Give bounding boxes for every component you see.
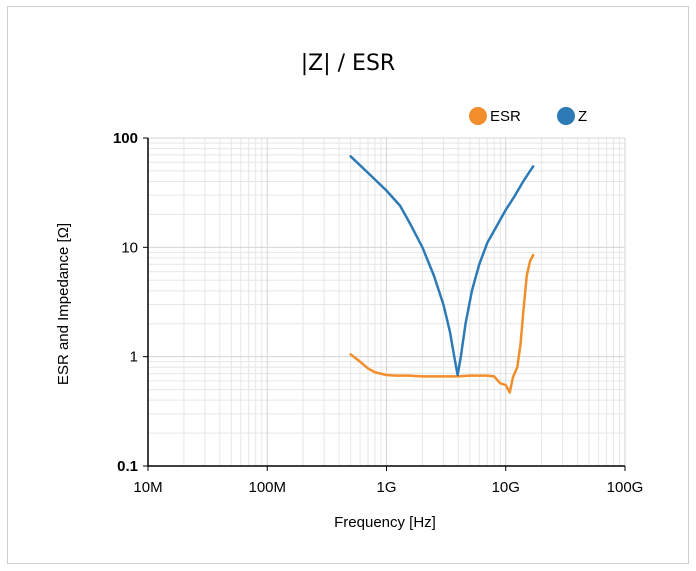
y-tick-labels: 0.1 1 10 100 bbox=[113, 130, 138, 475]
series-line-z bbox=[349, 155, 535, 377]
y-axis-label: ESR and Impedance [Ω] bbox=[55, 223, 72, 385]
x-tick-labels: 10M 100M 1G 10G 100G bbox=[133, 479, 643, 496]
x-axis-label: Frequency [Hz] bbox=[334, 514, 436, 531]
legend-marker-esr bbox=[469, 107, 487, 125]
x-tick-label: 100M bbox=[248, 479, 286, 496]
x-tick-label: 100G bbox=[607, 479, 644, 496]
chart-title: |Z| / ESR bbox=[301, 51, 395, 76]
chart-frame bbox=[7, 6, 689, 564]
legend: ESR Z bbox=[469, 107, 587, 125]
series-lines bbox=[349, 155, 535, 394]
legend-label-esr: ESR bbox=[490, 108, 521, 125]
y-tick-label: 1 bbox=[130, 349, 138, 366]
x-tick-label: 10G bbox=[492, 479, 520, 496]
x-tick-label: 1G bbox=[376, 479, 396, 496]
legend-marker-z bbox=[557, 107, 575, 125]
y-tick-label: 0.1 bbox=[117, 458, 138, 475]
legend-label-z: Z bbox=[578, 108, 587, 125]
y-tick-label: 10 bbox=[121, 239, 138, 256]
y-tick-label: 100 bbox=[113, 130, 138, 147]
series-line-esr bbox=[349, 253, 535, 394]
axes bbox=[143, 137, 626, 471]
x-tick-label: 10M bbox=[133, 479, 162, 496]
